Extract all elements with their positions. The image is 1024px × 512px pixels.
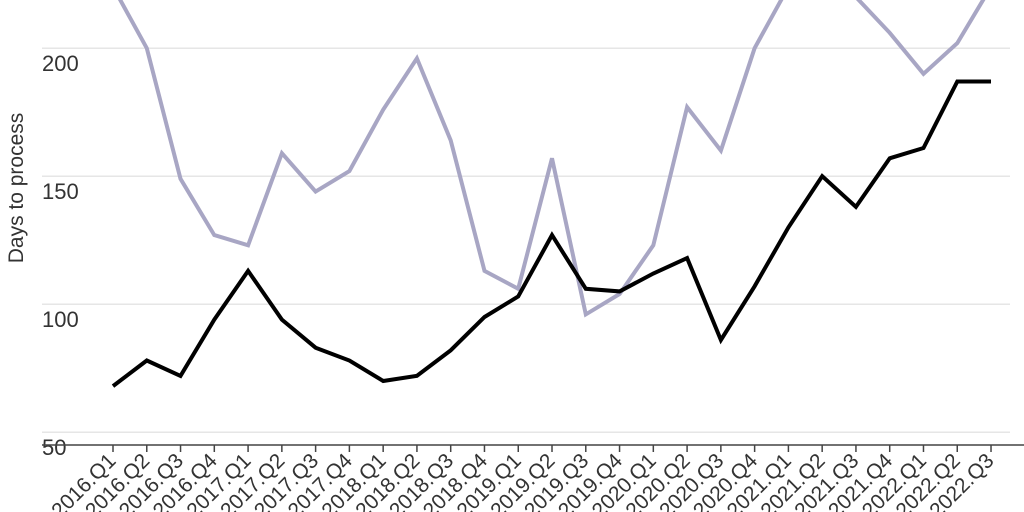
y-tick-label: 200 <box>42 51 79 76</box>
gridlines <box>42 47 1010 433</box>
x-axis-ticks: 2016.Q12016.Q22016.Q32016.Q42017.Q12017.… <box>47 445 999 512</box>
y-tick-label: 100 <box>42 307 79 332</box>
y-tick-label: 50 <box>42 435 66 460</box>
y-axis-label: Days to process <box>5 113 28 264</box>
series-lines <box>111 0 991 388</box>
series-line <box>111 79 991 388</box>
y-tick-label: 150 <box>42 179 79 204</box>
series-line <box>117 0 986 318</box>
y-axis-ticks: 50 100 150 200 <box>42 51 79 460</box>
